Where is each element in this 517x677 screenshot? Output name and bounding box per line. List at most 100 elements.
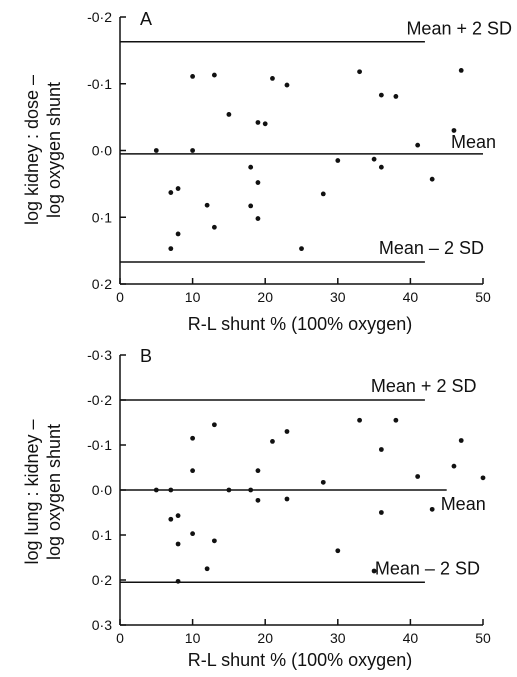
panel-b-reference-label: Mean + 2 SD xyxy=(371,376,477,396)
panel-b-x-tick-label: 50 xyxy=(475,630,491,646)
panel-b-data-point xyxy=(320,479,326,485)
panel-a-data-point xyxy=(378,164,384,170)
panel-b-data-point xyxy=(255,497,261,503)
panel-a-y-tick-label: -0·1 xyxy=(87,76,112,92)
panel-a-data-point xyxy=(335,158,341,163)
panel-a-data-point xyxy=(211,224,217,230)
panel-b-data-point xyxy=(458,438,464,443)
panel-a-y-tick-label: 0·1 xyxy=(92,209,112,225)
panel-a-data-point xyxy=(451,128,457,133)
panel-a-data-point xyxy=(458,68,464,73)
panel-b-x-tick-label: 20 xyxy=(257,630,273,646)
panel-a-data-point xyxy=(248,164,254,170)
panel-b-data-point xyxy=(168,516,174,522)
panel-a-y-tick-label: 0·2 xyxy=(92,276,112,292)
panel-a-data-point xyxy=(204,202,210,208)
panel-b-label: B xyxy=(140,346,152,366)
panel-b-data-point xyxy=(284,496,290,502)
panel-b-data-point xyxy=(480,475,486,481)
panel-a-data-point xyxy=(175,186,181,191)
panel-b-data-point xyxy=(335,548,341,554)
panel-a-data-point xyxy=(248,203,254,209)
panel-b-data-point xyxy=(429,506,435,512)
panel-b-data-point xyxy=(357,417,362,423)
panel-a-data-point xyxy=(270,76,275,81)
panel-b-data-point xyxy=(284,429,290,434)
panel-b-chart: B log lung : kidney – log oxygen shunt R… xyxy=(22,346,491,670)
panel-a-y-tick-label: 0·0 xyxy=(92,143,112,159)
panel-b-x-tick-label: 10 xyxy=(185,630,201,646)
panel-b-y-tick-label: -0·3 xyxy=(87,347,112,363)
panel-b-y-tick-label: 0·0 xyxy=(92,482,112,498)
panel-a-data-point xyxy=(262,121,268,127)
panel-b-data-point xyxy=(226,487,232,493)
panel-b-y-tick-label: 0·2 xyxy=(92,572,112,588)
panel-a-data-point xyxy=(190,148,196,153)
panel-b-data-point xyxy=(168,487,174,493)
panel-a-chart: A log kidney : dose – log oxygen shunt R… xyxy=(22,9,512,334)
panel-b-reference-label: Mean – 2 SD xyxy=(375,558,480,578)
panel-b-ylabel-line2: log oxygen shunt xyxy=(44,424,64,560)
panel-a-data-point xyxy=(255,120,261,125)
panel-a-data-point xyxy=(284,82,290,88)
panel-a-ylabel-line1: log kidney : dose – xyxy=(22,75,42,225)
panel-b-data-point xyxy=(175,541,181,547)
panel-a-data-point xyxy=(168,190,174,195)
panel-a-reference-label: Mean – 2 SD xyxy=(379,238,484,258)
panel-b-data-point xyxy=(175,578,181,584)
panel-a-data-point xyxy=(190,74,196,79)
panel-a-data-point xyxy=(255,216,261,221)
panel-a-data-point xyxy=(168,246,174,252)
panel-a-data-point xyxy=(429,176,435,182)
panel-b-data-point xyxy=(451,463,457,469)
panel-a-data-point xyxy=(393,94,399,99)
panel-a-data-point xyxy=(378,92,384,98)
panel-b-x-tick-label: 40 xyxy=(403,630,419,646)
panel-a-x-tick-label: 30 xyxy=(330,289,346,305)
panel-b-data-point xyxy=(211,538,217,544)
panel-a-reference-label: Mean xyxy=(451,132,496,152)
panel-b-y-tick-label: -0·2 xyxy=(87,392,112,408)
panel-b-data-point xyxy=(190,435,196,441)
panel-a-data-point xyxy=(255,180,261,185)
panel-b-data-point xyxy=(248,487,254,493)
panel-a-x-tick-label: 40 xyxy=(403,289,419,305)
panel-a-reference-label: Mean + 2 SD xyxy=(406,19,512,39)
panel-b-data-point xyxy=(153,487,159,493)
panel-b-x-tick-label: 30 xyxy=(330,630,346,646)
panel-a-xlabel: R-L shunt % (100% oxygen) xyxy=(188,314,412,334)
panel-a-data-point xyxy=(153,148,159,153)
panel-b-y-tick-label: -0·1 xyxy=(87,437,112,453)
panel-a-data-point xyxy=(371,156,377,162)
panel-b-ylabel-line1: log lung : kidney – xyxy=(22,419,42,564)
panel-b-data-point xyxy=(204,566,210,572)
panel-b-data-point xyxy=(378,510,384,515)
panel-b-data-point xyxy=(175,513,181,519)
panel-b-data-point xyxy=(211,422,217,428)
panel-a-x-tick-label: 10 xyxy=(185,289,201,305)
panel-b-reference-label: Mean xyxy=(441,494,486,514)
panel-b-data-point xyxy=(415,474,421,479)
panel-b-data-point xyxy=(190,468,196,474)
panel-b-data-point xyxy=(255,468,261,474)
panel-a-data-point xyxy=(299,246,304,252)
panel-b-data-point xyxy=(270,439,275,444)
panel-a-data-point xyxy=(175,231,181,237)
panel-b-data-point xyxy=(371,568,377,574)
panel-a-label: A xyxy=(140,9,152,29)
panel-a-data-point xyxy=(211,72,217,78)
panel-b-y-tick-label: 0·3 xyxy=(92,617,112,633)
panel-b-data-point xyxy=(378,447,384,452)
panel-b-y-tick-label: 0·1 xyxy=(92,527,112,543)
panel-b-x-tick-label: 0 xyxy=(116,630,124,646)
panel-a-ylabel-line2: log oxygen shunt xyxy=(44,82,64,218)
panel-b-xlabel: R-L shunt % (100% oxygen) xyxy=(188,650,412,670)
panel-a-x-tick-label: 20 xyxy=(257,289,273,305)
panel-b-data-point xyxy=(393,417,399,423)
panel-a-data-point xyxy=(320,191,326,197)
panel-a-y-tick-label: -0·2 xyxy=(87,9,112,25)
panel-a-data-point xyxy=(415,142,421,148)
panel-b-data-point xyxy=(190,531,196,537)
panel-a-x-tick-label: 0 xyxy=(116,289,124,305)
